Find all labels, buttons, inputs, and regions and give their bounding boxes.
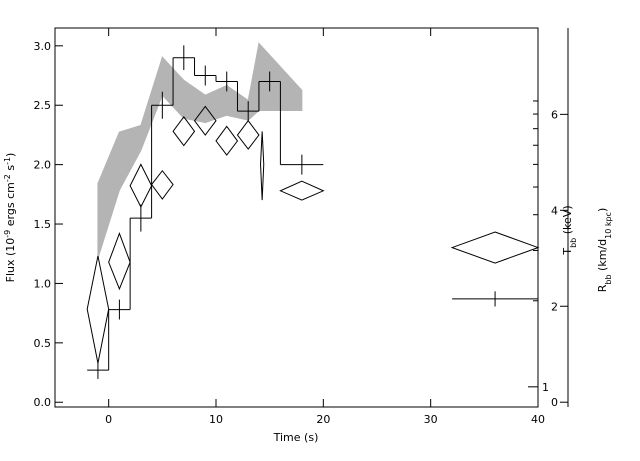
y-tick-label: 2.0 <box>34 159 52 172</box>
y-axis-label-part: -2 <box>3 174 12 182</box>
y2-tick-label: 6 <box>551 108 558 121</box>
x-tick-label: 0 <box>105 413 112 426</box>
y-axis-label-part: s <box>4 165 17 174</box>
y3-tick-label: 1 <box>542 381 549 394</box>
temperature-diamond <box>260 131 265 201</box>
temperature-diamond <box>150 169 174 200</box>
y-axis-label-part: -9 <box>3 230 12 238</box>
y2-axis-label-part: 10 kpc <box>604 212 613 239</box>
y2-axis-label-part: (km/d <box>596 239 609 275</box>
y-axis-label-part: ergs cm <box>4 182 17 230</box>
y-axis-label-part: -1 <box>3 157 12 165</box>
temperature-diamond <box>172 116 196 147</box>
y-tick-label: 0.5 <box>34 337 52 350</box>
y2-tick-label: 0 <box>551 396 558 409</box>
y3-axis-label-part: T <box>561 248 574 256</box>
y2-tick-label: 2 <box>551 300 558 313</box>
y-axis-label-part: Flux (10 <box>4 238 17 283</box>
y-tick-label: 1.0 <box>34 277 52 290</box>
y3-axis-label-part: (keV) <box>561 205 574 237</box>
x-tick-label: 30 <box>424 413 438 426</box>
y2-axis-label-part: ) <box>596 208 609 212</box>
temperature-diamond <box>193 105 217 136</box>
x-tick-label: 40 <box>531 413 545 426</box>
temperature-diamond <box>236 119 260 150</box>
y2-tick-label: 4 <box>551 204 558 217</box>
temperature-diamond <box>450 231 540 264</box>
x-tick-label: 10 <box>209 413 223 426</box>
temperature-diamond <box>215 125 239 156</box>
y2-axis-label-part: bb <box>604 274 613 284</box>
x-tick-label: 20 <box>316 413 330 426</box>
y-axis-label: Flux (10-9 ergs cm-2 s-1) <box>3 153 18 283</box>
x-axis-label: Time (s) <box>273 431 319 444</box>
y-tick-label: 1.5 <box>34 218 52 231</box>
y3-axis-label: Tbb (keV) <box>561 205 578 255</box>
temperature-diamond <box>129 163 153 209</box>
y3-axis-label-part: bb <box>569 238 578 248</box>
y-axis-label-part: ) <box>4 153 17 157</box>
y2-axis-label-part: R <box>596 284 609 292</box>
temperature-diamond <box>86 255 110 364</box>
plot-frame <box>54 27 539 408</box>
y-tick-label: 3.0 <box>34 40 52 53</box>
y2-axis-label: Rbb (km/d10 kpc) <box>596 208 613 293</box>
y-tick-label: 2.5 <box>34 99 52 112</box>
temperature-diamond <box>108 232 131 291</box>
y-tick-label: 0.0 <box>34 396 52 409</box>
temperature-diamond <box>279 180 325 201</box>
